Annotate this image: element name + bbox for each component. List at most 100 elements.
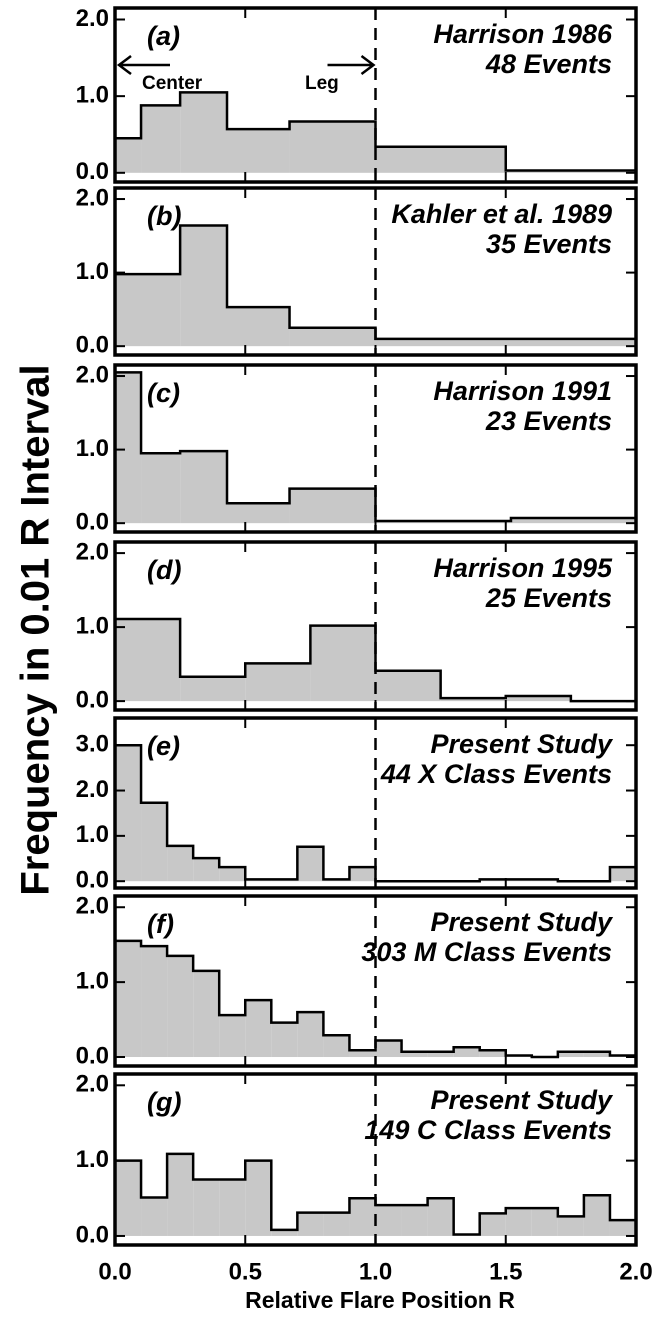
histogram-bar	[297, 1212, 324, 1236]
y-tick-label: 0.0	[76, 158, 109, 185]
panel-subtitle: 23 Events	[485, 406, 612, 436]
histogram-bar	[115, 372, 142, 524]
histogram-bar	[583, 1195, 610, 1236]
panel-frame	[113, 716, 638, 890]
histogram-bar	[180, 451, 228, 524]
histogram-bar	[180, 92, 228, 173]
y-tick-label: 0.0	[76, 686, 109, 713]
y-tick-label: 2.0	[76, 184, 109, 211]
y-tick-label: 2.0	[76, 361, 109, 388]
panel-label: (c)	[147, 378, 180, 408]
y-tick-label: 2.0	[76, 1071, 109, 1098]
histogram-bar	[440, 698, 506, 702]
y-tick-label: 2.0	[76, 538, 109, 565]
histogram-bar	[271, 1022, 298, 1058]
x-tick-label: 2.0	[619, 1258, 652, 1285]
panel-subtitle: 35 Events	[486, 229, 612, 259]
panel-title: Kahler et al. 1989	[391, 199, 612, 229]
histogram-bar	[219, 867, 246, 882]
panel-frame	[113, 1072, 638, 1247]
histogram-bar	[453, 1047, 480, 1058]
histogram-bar	[427, 1198, 454, 1236]
panel-label: (d)	[147, 555, 181, 585]
histogram-bar	[375, 1040, 402, 1058]
histogram-bar	[227, 129, 290, 173]
histogram-bar	[510, 518, 636, 524]
histogram-bar	[323, 1212, 350, 1236]
y-tick-label: 1.0	[76, 821, 109, 848]
panel-label: (a)	[147, 21, 180, 51]
y-tick-label: 0.0	[76, 332, 109, 359]
y-tick-label: 1.0	[76, 435, 109, 462]
y-tick-label: 1.0	[76, 612, 109, 639]
histogram-bar	[141, 1197, 168, 1236]
y-tick-label: 1.0	[76, 967, 109, 994]
panel-label: (b)	[147, 201, 181, 231]
y-tick-label: 1.0	[76, 1146, 109, 1173]
y-tick-label: 2.0	[76, 776, 109, 803]
histogram-bar	[557, 1051, 584, 1058]
histogram-bar	[180, 225, 228, 347]
x-tick-label: 0.0	[98, 1258, 131, 1285]
panel-subtitle: 25 Events	[485, 583, 612, 613]
arrow	[327, 55, 376, 75]
histogram-bar	[609, 1220, 636, 1236]
panel-title: Harrison 1986	[433, 19, 613, 49]
annotation: Center	[142, 73, 203, 94]
y-tick-label: 0.0	[76, 509, 109, 536]
panel-frame	[113, 6, 638, 184]
panel-subtitle: 48 Events	[485, 49, 612, 79]
panel-title: Present Study	[430, 729, 614, 759]
histogram-bar	[193, 970, 220, 1058]
histogram-bar	[141, 105, 181, 173]
panel-frame	[113, 540, 638, 712]
histogram-bar	[180, 676, 246, 702]
histogram-bar	[289, 327, 376, 347]
histogram-bar	[609, 867, 636, 882]
panel-label: (f)	[147, 909, 174, 939]
histogram-bar	[245, 1000, 272, 1058]
panel-title: Harrison 1995	[433, 553, 613, 583]
y-tick-label: 0.0	[76, 1042, 109, 1069]
x-tick-label: 1.5	[489, 1258, 522, 1285]
histogram-bar	[349, 867, 376, 882]
x-axis-label: Relative Flare Position R	[245, 1287, 515, 1313]
histogram-bar	[297, 846, 324, 882]
histogram-bar	[141, 946, 168, 1058]
y-tick-label: 2.0	[76, 5, 109, 32]
histogram-bar	[289, 121, 376, 173]
y-tick-label: 0.0	[76, 1221, 109, 1248]
histogram-outline	[115, 743, 636, 883]
histogram-bar	[193, 858, 220, 882]
histogram-bar	[323, 1035, 350, 1058]
y-tick-label: 1.0	[76, 81, 109, 108]
panel-title: Present Study	[430, 1085, 614, 1115]
histogram-bar	[115, 618, 181, 702]
histogram-bar	[115, 274, 181, 347]
y-tick-label: 0.0	[76, 867, 109, 894]
y-tick-label: 2.0	[76, 893, 109, 920]
histogram-bar	[505, 1208, 532, 1236]
panel-label: (g)	[147, 1087, 181, 1117]
y-tick-label: 3.0	[76, 731, 109, 758]
histogram-bar	[115, 745, 142, 882]
y-tick-label: 1.0	[76, 258, 109, 285]
arrow	[116, 55, 170, 75]
histogram-bar	[310, 625, 376, 702]
histogram-bar	[167, 955, 194, 1058]
histogram-bar	[375, 670, 441, 702]
panel-title: Harrison 1991	[433, 376, 612, 406]
panel-frame	[113, 363, 638, 534]
panel-frame	[113, 894, 638, 1068]
histogram-bar	[375, 1205, 402, 1236]
histogram-bar	[227, 307, 290, 347]
panel-subtitle: 44 X Class Events	[380, 759, 612, 789]
histogram-bar	[115, 1160, 142, 1236]
panel-subtitle: 149 C Class Events	[364, 1115, 612, 1145]
histogram-bar	[289, 488, 376, 524]
annotation: Leg	[305, 73, 339, 94]
x-tick-label: 1.0	[359, 1258, 392, 1285]
